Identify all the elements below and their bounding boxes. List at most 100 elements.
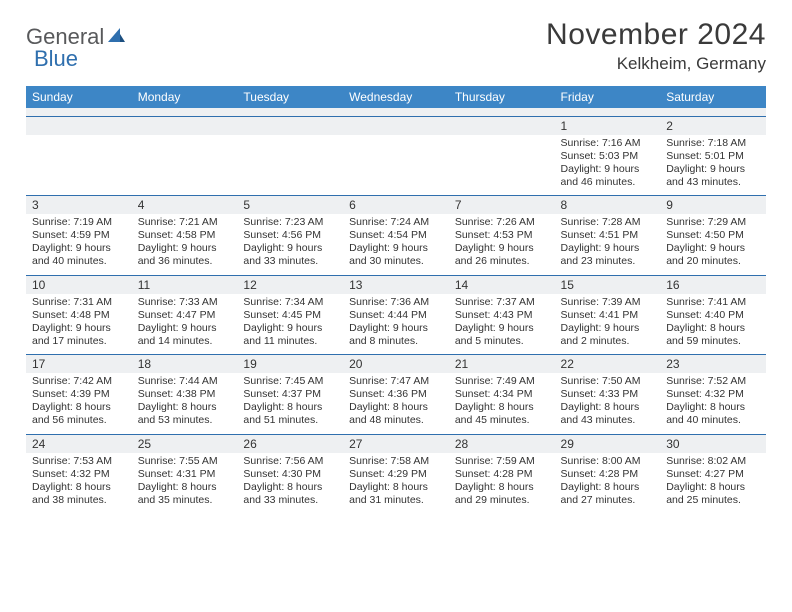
calendar-cell: 13Sunrise: 7:36 AMSunset: 4:44 PMDayligh… bbox=[343, 275, 449, 355]
daylight-line: Daylight: 9 hours and 17 minutes. bbox=[32, 322, 126, 348]
day-number bbox=[132, 117, 238, 135]
day-body: Sunrise: 7:24 AMSunset: 4:54 PMDaylight:… bbox=[343, 214, 449, 275]
calendar-cell: 28Sunrise: 7:59 AMSunset: 4:28 PMDayligh… bbox=[449, 434, 555, 513]
sunset-line: Sunset: 4:59 PM bbox=[32, 229, 126, 242]
day-body: Sunrise: 7:28 AMSunset: 4:51 PMDaylight:… bbox=[555, 214, 661, 275]
calendar-cell: 29Sunrise: 8:00 AMSunset: 4:28 PMDayligh… bbox=[555, 434, 661, 513]
calendar-cell: 8Sunrise: 7:28 AMSunset: 4:51 PMDaylight… bbox=[555, 196, 661, 276]
daylight-line: Daylight: 8 hours and 48 minutes. bbox=[349, 401, 443, 427]
sunrise-line: Sunrise: 7:44 AM bbox=[138, 375, 232, 388]
sunset-line: Sunset: 4:37 PM bbox=[243, 388, 337, 401]
daylight-line: Daylight: 8 hours and 38 minutes. bbox=[32, 481, 126, 507]
daylight-line: Daylight: 9 hours and 36 minutes. bbox=[138, 242, 232, 268]
day-body: Sunrise: 7:21 AMSunset: 4:58 PMDaylight:… bbox=[132, 214, 238, 275]
day-number: 1 bbox=[555, 117, 661, 135]
day-number: 26 bbox=[237, 435, 343, 453]
sunrise-line: Sunrise: 7:42 AM bbox=[32, 375, 126, 388]
sunrise-line: Sunrise: 8:02 AM bbox=[666, 455, 760, 468]
sunset-line: Sunset: 4:36 PM bbox=[349, 388, 443, 401]
calendar-cell: 15Sunrise: 7:39 AMSunset: 4:41 PMDayligh… bbox=[555, 275, 661, 355]
sunrise-line: Sunrise: 7:29 AM bbox=[666, 216, 760, 229]
sunrise-line: Sunrise: 7:56 AM bbox=[243, 455, 337, 468]
calendar-cell: 25Sunrise: 7:55 AMSunset: 4:31 PMDayligh… bbox=[132, 434, 238, 513]
sunrise-line: Sunrise: 7:16 AM bbox=[561, 137, 655, 150]
day-number: 4 bbox=[132, 196, 238, 214]
calendar-cell: 6Sunrise: 7:24 AMSunset: 4:54 PMDaylight… bbox=[343, 196, 449, 276]
day-number: 2 bbox=[660, 117, 766, 135]
daylight-line: Daylight: 9 hours and 20 minutes. bbox=[666, 242, 760, 268]
day-number: 18 bbox=[132, 355, 238, 373]
day-body bbox=[132, 135, 238, 195]
calendar-cell: 30Sunrise: 8:02 AMSunset: 4:27 PMDayligh… bbox=[660, 434, 766, 513]
calendar-cell: 20Sunrise: 7:47 AMSunset: 4:36 PMDayligh… bbox=[343, 355, 449, 435]
header: General November 2024 Kelkheim, Germany bbox=[26, 18, 766, 74]
sunset-line: Sunset: 4:43 PM bbox=[455, 309, 549, 322]
sunset-line: Sunset: 5:03 PM bbox=[561, 150, 655, 163]
sunrise-line: Sunrise: 7:28 AM bbox=[561, 216, 655, 229]
day-body: Sunrise: 7:47 AMSunset: 4:36 PMDaylight:… bbox=[343, 373, 449, 434]
sunset-line: Sunset: 4:38 PM bbox=[138, 388, 232, 401]
sunrise-line: Sunrise: 7:36 AM bbox=[349, 296, 443, 309]
sunrise-line: Sunrise: 7:55 AM bbox=[138, 455, 232, 468]
day-body: Sunrise: 7:45 AMSunset: 4:37 PMDaylight:… bbox=[237, 373, 343, 434]
daylight-line: Daylight: 9 hours and 43 minutes. bbox=[666, 163, 760, 189]
title-block: November 2024 Kelkheim, Germany bbox=[546, 18, 766, 74]
daylight-line: Daylight: 8 hours and 29 minutes. bbox=[455, 481, 549, 507]
day-body: Sunrise: 7:59 AMSunset: 4:28 PMDaylight:… bbox=[449, 453, 555, 514]
day-number: 12 bbox=[237, 276, 343, 294]
sunset-line: Sunset: 4:56 PM bbox=[243, 229, 337, 242]
daylight-line: Daylight: 9 hours and 23 minutes. bbox=[561, 242, 655, 268]
calendar-week: 3Sunrise: 7:19 AMSunset: 4:59 PMDaylight… bbox=[26, 196, 766, 276]
calendar-cell: 23Sunrise: 7:52 AMSunset: 4:32 PMDayligh… bbox=[660, 355, 766, 435]
sunset-line: Sunset: 4:32 PM bbox=[32, 468, 126, 481]
day-number: 3 bbox=[26, 196, 132, 214]
brand-name-b: Blue bbox=[34, 46, 78, 72]
calendar-week: 24Sunrise: 7:53 AMSunset: 4:32 PMDayligh… bbox=[26, 434, 766, 513]
day-number bbox=[343, 117, 449, 135]
calendar-body: 1 Sunrise: 7:16 AMSunset: 5:03 PM Daylight… bbox=[26, 116, 766, 513]
calendar-cell: 16Sunrise: 7:41 AMSunset: 4:40 PMDayligh… bbox=[660, 275, 766, 355]
calendar-cell bbox=[237, 116, 343, 196]
sunset-line: Sunset: 4:48 PM bbox=[32, 309, 126, 322]
sunset-line: Sunset: 4:34 PM bbox=[455, 388, 549, 401]
sunset-line: Sunset: 5:01 PM bbox=[666, 150, 760, 163]
sunrise-line: Sunrise: 7:34 AM bbox=[243, 296, 337, 309]
daylight-line: Daylight: 9 hours and 5 minutes. bbox=[455, 322, 549, 348]
calendar-cell: 3Sunrise: 7:19 AMSunset: 4:59 PMDaylight… bbox=[26, 196, 132, 276]
sunrise-line: Sunrise: 7:24 AM bbox=[349, 216, 443, 229]
day-number: 25 bbox=[132, 435, 238, 453]
sunrise-line: Sunrise: 7:47 AM bbox=[349, 375, 443, 388]
dow-wednesday: Wednesday bbox=[343, 86, 449, 108]
calendar-cell: 11Sunrise: 7:33 AMSunset: 4:47 PMDayligh… bbox=[132, 275, 238, 355]
day-number: 17 bbox=[26, 355, 132, 373]
sunrise-line: Sunrise: 8:00 AM bbox=[561, 455, 655, 468]
daylight-line: Daylight: 8 hours and 56 minutes. bbox=[32, 401, 126, 427]
day-body bbox=[449, 135, 555, 195]
calendar-week: 10Sunrise: 7:31 AMSunset: 4:48 PMDayligh… bbox=[26, 275, 766, 355]
day-body: Sunrise: 7:41 AMSunset: 4:40 PMDaylight:… bbox=[660, 294, 766, 355]
day-number: 23 bbox=[660, 355, 766, 373]
calendar-cell: 5Sunrise: 7:23 AMSunset: 4:56 PMDaylight… bbox=[237, 196, 343, 276]
calendar-cell: 22Sunrise: 7:50 AMSunset: 4:33 PMDayligh… bbox=[555, 355, 661, 435]
calendar-cell: 14Sunrise: 7:37 AMSunset: 4:43 PMDayligh… bbox=[449, 275, 555, 355]
dow-monday: Monday bbox=[132, 86, 238, 108]
day-number: 6 bbox=[343, 196, 449, 214]
sunset-line: Sunset: 4:32 PM bbox=[666, 388, 760, 401]
sunrise-line: Sunrise: 7:39 AM bbox=[561, 296, 655, 309]
daylight-line: Daylight: 8 hours and 45 minutes. bbox=[455, 401, 549, 427]
sunset-line: Sunset: 4:47 PM bbox=[138, 309, 232, 322]
day-body: Sunrise: 7:37 AMSunset: 4:43 PMDaylight:… bbox=[449, 294, 555, 355]
daylight-line: Daylight: 8 hours and 35 minutes. bbox=[138, 481, 232, 507]
daylight-line: Daylight: 9 hours and 30 minutes. bbox=[349, 242, 443, 268]
day-number: 20 bbox=[343, 355, 449, 373]
sunset-line: Sunset: 4:28 PM bbox=[561, 468, 655, 481]
day-body: Sunrise: 8:02 AMSunset: 4:27 PMDaylight:… bbox=[660, 453, 766, 514]
sunset-line: Sunset: 4:50 PM bbox=[666, 229, 760, 242]
sunrise-line: Sunrise: 7:59 AM bbox=[455, 455, 549, 468]
sunset-line: Sunset: 4:58 PM bbox=[138, 229, 232, 242]
calendar-table: Sunday Monday Tuesday Wednesday Thursday… bbox=[26, 86, 766, 513]
day-body: Sunrise: 7:42 AMSunset: 4:39 PMDaylight:… bbox=[26, 373, 132, 434]
daylight-line: Daylight: 8 hours and 59 minutes. bbox=[666, 322, 760, 348]
day-body: Sunrise: 7:56 AMSunset: 4:30 PMDaylight:… bbox=[237, 453, 343, 514]
sunset-line: Sunset: 4:45 PM bbox=[243, 309, 337, 322]
